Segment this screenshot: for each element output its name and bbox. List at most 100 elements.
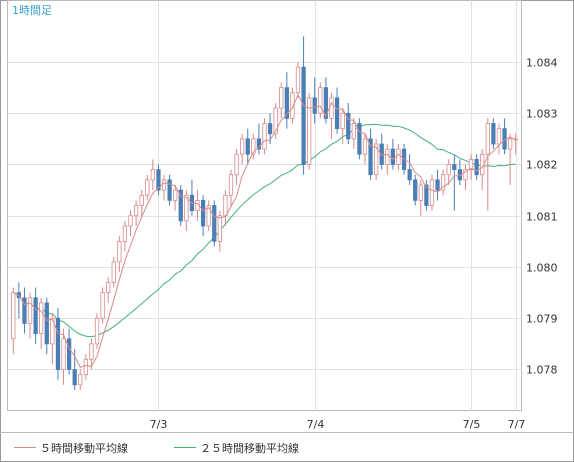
candle-down — [407, 169, 412, 181]
ma5-layer — [13, 93, 516, 369]
y-tick-label: 1.084 — [526, 57, 558, 70]
candle-down — [301, 66, 306, 165]
timeframe-label: 1時間足 — [12, 4, 52, 17]
candle-down — [357, 123, 362, 155]
candle-up — [295, 66, 301, 94]
candle-up — [217, 215, 222, 242]
candle-up — [307, 97, 312, 165]
candle-up — [161, 179, 167, 191]
candle-up — [496, 128, 502, 145]
candle-down — [435, 179, 440, 191]
candle-up — [374, 143, 379, 176]
candle-up — [128, 215, 133, 227]
candle-up — [173, 189, 178, 201]
candle-up — [251, 138, 256, 155]
candle-down — [245, 138, 250, 155]
grid-lines — [7, 0, 522, 411]
candle-down — [178, 189, 183, 222]
candle-up — [50, 317, 55, 345]
candle-up — [234, 153, 239, 176]
candle-up — [273, 107, 278, 135]
candle-up — [139, 194, 144, 206]
legend-ma25-label: ２５時間移動平均線 — [200, 441, 299, 455]
candle-up — [351, 123, 356, 140]
candle-up — [290, 92, 295, 119]
y-tick-label: 1.079 — [526, 313, 558, 326]
candle-up — [94, 317, 100, 345]
candle-down — [452, 164, 457, 171]
candle-down — [368, 138, 373, 176]
candle-up — [39, 302, 44, 335]
candle-down — [156, 169, 161, 191]
candle-down — [491, 123, 496, 145]
candle-down — [390, 148, 396, 165]
y-axis-ticks: 1.084 1.083 1.082 1.081 1.080 1.079 1.078 — [526, 57, 558, 377]
candle-up — [228, 174, 234, 196]
candle-down — [256, 138, 262, 150]
plot-area — [7, 0, 522, 411]
candle-down — [323, 87, 329, 119]
y-tick-label: 1.081 — [526, 211, 558, 224]
ma5-line — [13, 93, 516, 369]
candle-down — [334, 97, 340, 130]
candle-up — [11, 292, 16, 340]
candle-down — [167, 179, 172, 201]
candle-up — [279, 87, 284, 109]
candle-down — [284, 87, 289, 119]
candle-down — [424, 184, 429, 206]
candle-up — [111, 261, 116, 283]
candle-down — [200, 199, 206, 227]
candle-up — [122, 225, 128, 242]
candle-down — [55, 317, 61, 370]
candle-up — [485, 123, 490, 155]
candle-up — [429, 179, 435, 206]
candle-down — [267, 123, 273, 135]
y-tick-label: 1.078 — [526, 364, 558, 377]
legend-ma5-label: ５時間移動平均線 — [40, 441, 128, 455]
candle-down — [312, 97, 317, 114]
candle-up — [507, 138, 513, 150]
candle-up — [318, 87, 323, 114]
candle-up — [78, 374, 83, 386]
x-tick-label: 7/4 — [307, 418, 325, 431]
candle-up — [184, 194, 189, 222]
x-tick-label: 7/7 — [508, 418, 526, 431]
candle-up — [133, 205, 139, 217]
candle-down — [22, 297, 27, 324]
candle-up — [223, 194, 228, 217]
candle-up — [145, 179, 150, 196]
y-tick-label: 1.080 — [526, 262, 558, 275]
candle-up — [27, 297, 33, 324]
candle-down — [379, 143, 384, 165]
candle-up — [340, 112, 345, 130]
candle-up — [262, 123, 267, 150]
candle-up — [396, 148, 401, 165]
x-axis-ticks: 7/3 7/4 7/5 7/7 — [150, 418, 526, 431]
candle-up — [117, 240, 122, 263]
candle-up — [89, 343, 94, 360]
candle-up — [206, 205, 211, 227]
candle-up — [329, 97, 334, 119]
candle-up — [61, 338, 66, 370]
candle-up — [362, 138, 368, 155]
candle-up — [100, 292, 105, 319]
candle-up — [418, 184, 423, 201]
candle-down — [72, 369, 77, 386]
candle-up — [150, 169, 155, 181]
candle-up — [83, 358, 88, 376]
x-tick-label: 7/3 — [150, 418, 168, 431]
candle-up — [106, 281, 111, 294]
candle-up — [385, 148, 390, 165]
candle-up — [446, 164, 451, 176]
x-tick-label: 7/5 — [463, 418, 481, 431]
candle-up — [463, 169, 468, 181]
y-tick-label: 1.083 — [526, 108, 558, 121]
candle-down — [413, 179, 418, 201]
y-tick-label: 1.082 — [526, 159, 558, 172]
candle-down — [474, 158, 479, 176]
candle-down — [66, 338, 72, 370]
candle-up — [240, 138, 245, 155]
candle-down — [44, 302, 49, 345]
